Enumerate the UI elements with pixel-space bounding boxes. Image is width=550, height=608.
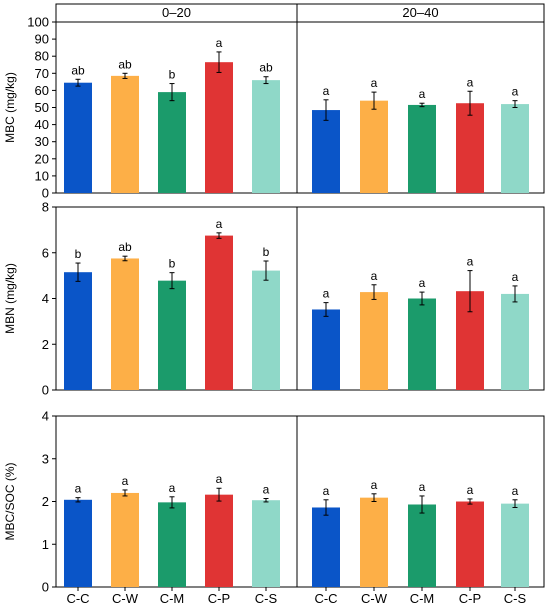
bar <box>408 104 436 193</box>
bar <box>158 280 186 390</box>
bar <box>360 497 388 587</box>
y-tick-label: 2 <box>42 494 49 509</box>
facet-strip <box>55 3 545 23</box>
y-tick-label: 8 <box>42 200 49 215</box>
bar <box>158 502 186 587</box>
significance-letter: a <box>169 481 176 495</box>
significance-letter: a <box>216 217 223 231</box>
significance-letter: b <box>263 245 270 259</box>
y-tick-label: 2 <box>42 337 49 352</box>
y-tick-label: 0 <box>42 580 49 595</box>
significance-letter: a <box>323 287 330 301</box>
y-tick-label: 0 <box>42 186 49 201</box>
significance-letter: a <box>371 269 378 283</box>
significance-letter: a <box>512 484 519 498</box>
bar <box>111 258 139 390</box>
bar <box>64 499 92 587</box>
bar <box>312 507 340 587</box>
significance-letter: a <box>467 75 474 89</box>
significance-letter: ab <box>71 63 85 77</box>
significance-letter: a <box>419 87 426 101</box>
significance-letter: b <box>169 68 176 82</box>
significance-letter: a <box>323 84 330 98</box>
x-tick-label: C-P <box>208 591 230 606</box>
significance-letter: a <box>122 474 129 488</box>
y-tick-label: 60 <box>35 83 49 98</box>
significance-letter: a <box>216 472 223 486</box>
bar <box>408 504 436 587</box>
significance-letter: a <box>419 276 426 290</box>
y-tick-label: 20 <box>35 151 49 166</box>
significance-letter: b <box>169 257 176 271</box>
significance-letter: a <box>467 483 474 497</box>
bar <box>312 309 340 390</box>
bar <box>456 501 484 587</box>
x-tick-label: C-W <box>361 591 388 606</box>
bar <box>64 272 92 390</box>
significance-letter: a <box>371 76 378 90</box>
bar <box>205 235 233 390</box>
significance-letter: a <box>467 255 474 269</box>
y-axis-label: MBN (mg/kg) <box>3 263 17 334</box>
x-tick-label: C-W <box>112 591 139 606</box>
y-tick-label: 6 <box>42 245 49 260</box>
significance-letter: a <box>323 484 330 498</box>
bar <box>456 103 484 193</box>
facet-label: 0–20 <box>162 5 191 20</box>
significance-letter: a <box>371 478 378 492</box>
significance-letter: a <box>263 483 270 497</box>
y-axis-label: MBC (mg/kg) <box>3 72 17 143</box>
bar <box>111 75 139 193</box>
y-axis-label: MBC/SOC (%) <box>3 462 17 540</box>
significance-letter: a <box>512 270 519 284</box>
bar <box>312 110 340 193</box>
y-tick-label: 4 <box>42 409 49 424</box>
significance-letter: a <box>75 482 82 496</box>
x-tick-label: C-S <box>504 591 527 606</box>
bar <box>408 298 436 390</box>
y-tick-label: 30 <box>35 134 49 149</box>
bar <box>252 80 280 193</box>
bar <box>252 270 280 390</box>
y-tick-label: 10 <box>35 168 49 183</box>
bar <box>501 503 529 587</box>
significance-letter: a <box>419 480 426 494</box>
y-tick-label: 1 <box>42 537 49 552</box>
bar <box>360 100 388 193</box>
y-tick-label: 3 <box>42 451 49 466</box>
bar <box>111 492 139 587</box>
y-tick-label: 80 <box>35 49 49 64</box>
significance-letter: ab <box>118 57 132 71</box>
bar <box>501 293 529 390</box>
significance-letter: ab <box>259 61 273 75</box>
y-tick-label: 100 <box>27 15 49 30</box>
significance-letter: a <box>216 36 223 50</box>
x-tick-label: C-C <box>314 591 337 606</box>
y-tick-label: 90 <box>35 32 49 47</box>
y-tick-label: 50 <box>35 100 49 115</box>
x-tick-label: C-P <box>459 591 481 606</box>
significance-letter: a <box>512 85 519 99</box>
y-tick-label: 40 <box>35 117 49 132</box>
bar <box>252 500 280 587</box>
y-tick-label: 70 <box>35 66 49 81</box>
bar <box>205 62 233 194</box>
bar <box>360 292 388 390</box>
y-tick-label: 0 <box>42 383 49 398</box>
bar <box>158 92 186 193</box>
y-tick-label: 4 <box>42 291 49 306</box>
significance-letter: b <box>75 247 82 261</box>
x-tick-label: C-C <box>66 591 89 606</box>
x-tick-label: C-M <box>160 591 185 606</box>
bar <box>64 82 92 193</box>
bar <box>205 494 233 587</box>
x-tick-label: C-S <box>255 591 278 606</box>
x-tick-label: C-M <box>410 591 435 606</box>
significance-letter: ab <box>118 240 132 254</box>
facet-label: 20–40 <box>402 5 438 20</box>
bar <box>501 104 529 193</box>
